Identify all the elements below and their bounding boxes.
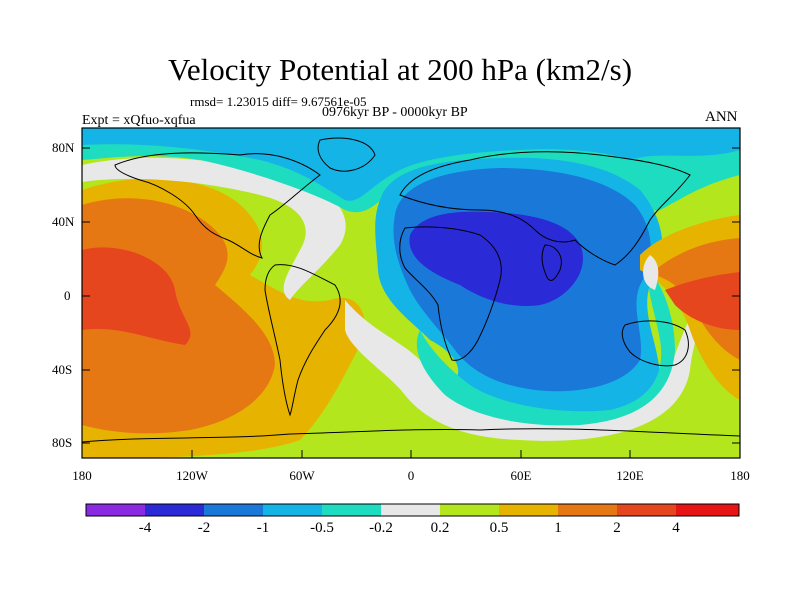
coastline-greenland bbox=[317, 137, 376, 172]
colorbar-swatch bbox=[499, 504, 558, 516]
contour-band-white-north bbox=[82, 157, 346, 300]
coastline-north-america bbox=[114, 152, 321, 259]
colorbar-label: 2 bbox=[613, 520, 621, 536]
contour-band-red bbox=[82, 247, 191, 345]
lat-tick-marks bbox=[82, 147, 740, 444]
coastline-africa bbox=[399, 226, 502, 361]
lon-tick-label: 0 bbox=[407, 468, 415, 483]
colorbar-label: -4 bbox=[138, 520, 152, 536]
colorbar-swatch bbox=[558, 504, 617, 516]
colorbar-label: 0.2 bbox=[430, 520, 450, 536]
colorbar-frame bbox=[85, 503, 740, 517]
colorbar-swatch bbox=[676, 504, 739, 516]
coastline-australia bbox=[621, 320, 689, 367]
colorbar-swatch bbox=[440, 504, 499, 516]
lat-tick-label: 80S bbox=[52, 435, 73, 450]
lat-tick-label: 40N bbox=[52, 214, 75, 229]
lon-tick-label: 180 bbox=[72, 468, 92, 483]
coastline-south-america bbox=[264, 264, 341, 417]
contour-band-sky-north bbox=[82, 128, 740, 201]
colorbar-label: 1 bbox=[554, 520, 562, 536]
lon-tick-label: 60E bbox=[510, 468, 532, 483]
lat-tick-label: 40S bbox=[52, 362, 73, 377]
contour-fill-layer bbox=[82, 128, 740, 458]
colorbar-swatch bbox=[263, 504, 322, 516]
coastline-europe-asia bbox=[399, 151, 691, 266]
stats-text: rmsd= 1.23015 diff= 9.67561e-05 bbox=[190, 94, 367, 109]
lat-tick-label: 80N bbox=[52, 140, 75, 155]
contour-band-dark-blue bbox=[409, 211, 583, 306]
lon-tick-label: 120W bbox=[176, 468, 208, 483]
colorbar-swatch bbox=[617, 504, 676, 516]
contour-band-white-east bbox=[643, 255, 659, 290]
colorbar-swatch bbox=[204, 504, 263, 516]
colorbar-swatch bbox=[322, 504, 381, 516]
coastlines bbox=[82, 137, 740, 443]
lon-tick-label: 180 bbox=[730, 468, 750, 483]
colorbar bbox=[85, 503, 740, 517]
colorbar-swatch bbox=[381, 504, 440, 516]
lon-tick-marks bbox=[81, 450, 741, 458]
contour-band-red-east bbox=[665, 272, 740, 330]
colorbar-label: -2 bbox=[197, 520, 211, 536]
lon-tick-label: 60W bbox=[289, 468, 315, 483]
colorbar-label: 4 bbox=[672, 520, 680, 536]
colorbar-label: -0.2 bbox=[369, 520, 393, 536]
map-title: Velocity Potential at 200 hPa (km2/s) bbox=[167, 52, 633, 87]
colorbar-label: -0.5 bbox=[310, 520, 334, 536]
colorbar-label: -1 bbox=[256, 520, 270, 536]
contour-band-yellow-atlantic bbox=[269, 311, 349, 352]
lon-tick-label: 120E bbox=[616, 468, 644, 483]
colorbar-swatch bbox=[86, 504, 145, 516]
colorbar-swatch bbox=[145, 504, 204, 516]
colorbar-label: 0.5 bbox=[489, 520, 509, 536]
period-text: 0976kyr BP - 0000kyr BP bbox=[322, 105, 468, 120]
lat-tick-label: 0 bbox=[64, 288, 71, 303]
season-label: ANN bbox=[705, 109, 738, 125]
experiment-label: Expt = xQfuo-xqfua bbox=[82, 113, 196, 128]
coastline-india bbox=[541, 244, 562, 281]
coastline-antarctica bbox=[82, 428, 740, 443]
